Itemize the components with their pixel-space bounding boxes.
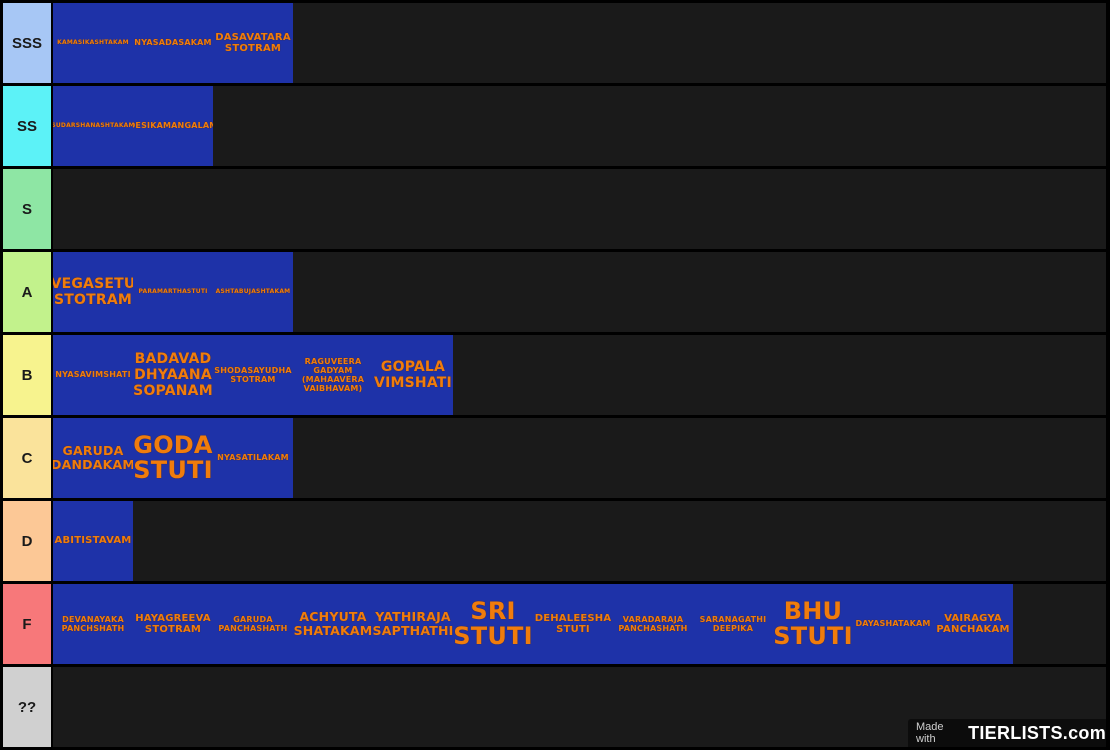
tier-item-text: YATHIRAJA SAPTHATHI bbox=[373, 608, 453, 638]
tier-item-text: NYASADASAKAM bbox=[134, 38, 212, 48]
tier-item-text: ASHTABUJASHTAKAM bbox=[215, 287, 291, 295]
tier-items-dropzone[interactable]: DEVANAYAKA PANCHSHATH HAYAGREEVA STOTRAM G… bbox=[53, 584, 1106, 664]
tier-item-tile[interactable]: VEGASETU STOTRAM bbox=[53, 252, 133, 332]
tier-label[interactable]: D bbox=[3, 501, 51, 581]
tier-label[interactable]: ?? bbox=[3, 667, 51, 747]
tier-label[interactable]: C bbox=[3, 418, 51, 498]
tier-item-tile[interactable]: ACHYUTA SHATAKAM bbox=[293, 584, 373, 664]
tier-row: D ABITISTAVAM bbox=[0, 501, 1110, 581]
tier-item-tile[interactable]: GARUDA DANDAKAM bbox=[53, 418, 133, 498]
tier-item-text: PARAMARTHASTUTI bbox=[138, 287, 208, 295]
tier-item-tile[interactable]: DEHALEESHA STUTI bbox=[533, 584, 613, 664]
tier-item-text: SARANAGATHI DEEPIKA bbox=[699, 614, 767, 633]
tier-item-text: NYASAVIMSHATI bbox=[55, 370, 131, 380]
tier-item-text: VAIRAGYA PANCHAKAM bbox=[936, 612, 1010, 636]
tier-item-text: SHODASAYUDHA STOTRAM bbox=[214, 365, 292, 384]
tier-item-text: HAYAGREEVA STOTRAM bbox=[135, 612, 211, 636]
tier-label[interactable]: S bbox=[3, 169, 51, 249]
tier-item-tile[interactable]: SHODASAYUDHA STOTRAM bbox=[213, 335, 293, 415]
tier-items-dropzone[interactable] bbox=[53, 169, 1106, 249]
tier-label[interactable]: SS bbox=[3, 86, 51, 166]
tier-item-text: VARADARAJA PANCHASHATH bbox=[618, 614, 688, 633]
tier-row: SSS KAMASIKASHTAKAM NYASADASAKAM DASAVATARA… bbox=[0, 3, 1110, 83]
tier-item-text: GOPALA VIMSHATI bbox=[374, 358, 452, 391]
tier-item-text: ACHYUTA SHATAKAM bbox=[293, 608, 373, 638]
tier-item-tile[interactable]: BHU STUTI bbox=[773, 584, 853, 664]
tier-item-text: SUDARSHANASHTAKAM bbox=[53, 121, 133, 129]
tier-item-tile[interactable]: NYASADASAKAM bbox=[133, 3, 213, 83]
tier-item-tile[interactable]: NYASATILAKAM bbox=[213, 418, 293, 498]
tier-item-tile[interactable]: YATHIRAJA SAPTHATHI bbox=[373, 584, 453, 664]
tier-item-text: DEVANAYAKA PANCHSHATH bbox=[61, 614, 125, 633]
tier-item-tile[interactable]: RAGUVEERA GADYAM (MAHAAVERA VAIBHAVAM) bbox=[293, 335, 373, 415]
tier-item-tile[interactable]: SUDARSHANASHTAKAM bbox=[53, 86, 133, 166]
tier-item-text: KAMASIKASHTAKAM bbox=[57, 38, 129, 46]
tier-item-text: DEHALEESHA STUTI bbox=[534, 612, 612, 636]
tier-item-tile[interactable]: NYASAVIMSHATI bbox=[53, 335, 133, 415]
tier-item-tile[interactable]: DAYASHATAKAM bbox=[853, 584, 933, 664]
tier-label[interactable]: A bbox=[3, 252, 51, 332]
watermark[interactable]: Made with TIERLISTS.com bbox=[908, 719, 1106, 747]
tier-row: A VEGASETU STOTRAM PARAMARTHASTUTI ASHTABUJ… bbox=[0, 252, 1110, 332]
tier-label[interactable]: B bbox=[3, 335, 51, 415]
tier-item-text: DESIKAMANGALAM bbox=[133, 121, 213, 131]
tier-item-tile[interactable]: GOPALA VIMSHATI bbox=[373, 335, 453, 415]
tier-item-tile[interactable]: BADAVAD DHYAANA SOPANAM bbox=[133, 335, 213, 415]
tier-item-text: SRI STUTI bbox=[453, 596, 533, 650]
tier-item-tile[interactable]: ASHTABUJASHTAKAM bbox=[213, 252, 293, 332]
tier-row: F DEVANAYAKA PANCHSHATH HAYAGREEVA STOTRAM… bbox=[0, 584, 1110, 664]
tier-item-tile[interactable]: DESIKAMANGALAM bbox=[133, 86, 213, 166]
tier-item-tile[interactable]: DASAVATARA STOTRAM bbox=[213, 3, 293, 83]
tier-items-dropzone[interactable]: VEGASETU STOTRAM PARAMARTHASTUTI ASHTABUJA… bbox=[53, 252, 1106, 332]
tier-item-text: ABITISTAVAM bbox=[54, 535, 132, 547]
tier-row: C GARUDA DANDAKAM GODA STUTI NYASATILAKAM bbox=[0, 418, 1110, 498]
tier-item-tile[interactable]: ABITISTAVAM bbox=[53, 501, 133, 581]
tier-item-text: DASAVATARA STOTRAM bbox=[215, 31, 291, 55]
tier-item-text: GARUDA PANCHASHATH bbox=[218, 614, 288, 633]
tier-item-text: DAYASHATAKAM bbox=[855, 619, 931, 629]
tier-item-text: BADAVAD DHYAANA SOPANAM bbox=[133, 350, 213, 400]
watermark-made-with: Made with bbox=[916, 721, 944, 745]
tier-items-dropzone[interactable]: SUDARSHANASHTAKAMDESIKAMANGALAM bbox=[53, 86, 1106, 166]
watermark-brand-logo: TIERLISTS.com bbox=[968, 722, 1106, 743]
tier-item-tile[interactable]: PARAMARTHASTUTI bbox=[133, 252, 213, 332]
tier-item-text: RAGUVEERA GADYAM (MAHAAVERA VAIBHAVAM) bbox=[301, 356, 365, 394]
tier-items-dropzone[interactable]: KAMASIKASHTAKAM NYASADASAKAM DASAVATARA ST… bbox=[53, 3, 1106, 83]
tier-item-tile[interactable]: HAYAGREEVA STOTRAM bbox=[133, 584, 213, 664]
tier-item-text: VEGASETU STOTRAM bbox=[53, 275, 133, 308]
tier-item-text: GODA STUTI bbox=[133, 430, 213, 484]
tier-item-tile[interactable]: KAMASIKASHTAKAM bbox=[53, 3, 133, 83]
tier-item-text: BHU STUTI bbox=[773, 596, 853, 650]
tier-items-dropzone[interactable]: NYASAVIMSHATI BADAVAD DHYAANA SOPANAM SHOD… bbox=[53, 335, 1106, 415]
tier-item-tile[interactable]: GODA STUTI bbox=[133, 418, 213, 498]
tier-items-dropzone[interactable]: ABITISTAVAM bbox=[53, 501, 1106, 581]
tier-item-text: GARUDA DANDAKAM bbox=[53, 442, 133, 472]
tier-row: SSSUDARSHANASHTAKAMDESIKAMANGALAM bbox=[0, 86, 1110, 166]
tier-item-tile[interactable]: DEVANAYAKA PANCHSHATH bbox=[53, 584, 133, 664]
tier-item-tile[interactable]: GARUDA PANCHASHATH bbox=[213, 584, 293, 664]
tier-item-text: NYASATILAKAM bbox=[217, 453, 289, 463]
tier-items-dropzone[interactable]: GARUDA DANDAKAM GODA STUTI NYASATILAKAM bbox=[53, 418, 1106, 498]
tier-label[interactable]: SSS bbox=[3, 3, 51, 83]
tier-item-tile[interactable]: SARANAGATHI DEEPIKA bbox=[693, 584, 773, 664]
tier-row: B NYASAVIMSHATI BADAVAD DHYAANA SOPANAM SHO… bbox=[0, 335, 1110, 415]
tier-label[interactable]: F bbox=[3, 584, 51, 664]
tier-row: S bbox=[0, 169, 1110, 249]
tier-item-tile[interactable]: SRI STUTI bbox=[453, 584, 533, 664]
tier-item-tile[interactable]: VARADARAJA PANCHASHATH bbox=[613, 584, 693, 664]
tier-item-tile[interactable]: VAIRAGYA PANCHAKAM bbox=[933, 584, 1013, 664]
